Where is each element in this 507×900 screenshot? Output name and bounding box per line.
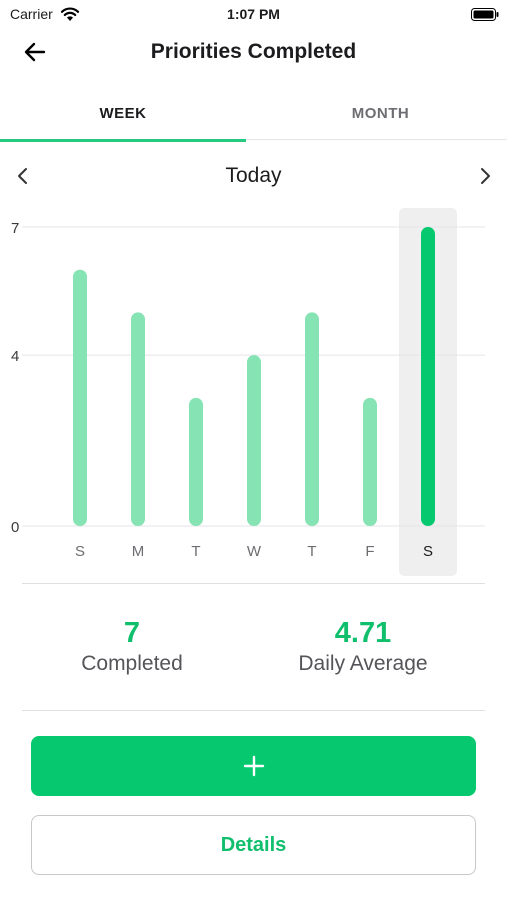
- y-tick-label: 4: [11, 348, 19, 365]
- bar: [73, 269, 87, 526]
- tab-week-label: WEEK: [99, 104, 147, 122]
- tab-month-label: MONTH: [351, 104, 410, 122]
- back-button[interactable]: [18, 38, 52, 68]
- previous-period-button[interactable]: [8, 160, 38, 192]
- bar: [131, 312, 145, 526]
- chevron-left-icon: [18, 168, 27, 184]
- x-tick-label: W: [247, 543, 262, 560]
- completed-value: 7: [123, 617, 141, 649]
- chevron-right-icon: [481, 168, 490, 184]
- bar: [247, 355, 261, 526]
- completed-label: Completed: [81, 652, 183, 675]
- battery-icon: [471, 8, 499, 21]
- period-navigator: Today: [0, 158, 507, 194]
- x-tick-label: S: [75, 543, 85, 560]
- bar: [421, 227, 435, 526]
- stats-divider: [22, 710, 485, 711]
- daily-average-label: Daily Average: [298, 652, 428, 675]
- carrier-label: Carrier: [10, 6, 53, 22]
- period-label: Today: [225, 164, 282, 187]
- x-tick-label: F: [365, 543, 374, 560]
- arrow-left-icon: [24, 42, 46, 61]
- status-time: 1:07 PM: [227, 6, 280, 22]
- x-tick-label: S: [423, 543, 433, 560]
- daily-average-value: 4.71: [334, 617, 392, 649]
- chart-divider: [22, 583, 485, 584]
- tab-selected-indicator: [0, 139, 246, 142]
- x-tick-label: T: [191, 543, 200, 560]
- wifi-icon: [60, 7, 80, 21]
- y-tick-label: 7: [11, 220, 19, 237]
- completed-stat: 7 Completed: [30, 616, 234, 676]
- plus-icon: [243, 755, 264, 777]
- details-button[interactable]: Details: [31, 815, 476, 875]
- status-bar: Carrier 1:07 PM: [0, 0, 507, 28]
- bar: [305, 312, 319, 526]
- daily-average-stat: 4.71 Daily Average: [260, 616, 466, 676]
- nav-bar: Priorities Completed: [0, 30, 507, 76]
- tab-month[interactable]: MONTH: [254, 86, 507, 140]
- bar: [363, 397, 377, 526]
- next-period-button[interactable]: [470, 160, 500, 192]
- priorities-bar-chart: 0 4 7 S M T W T F S: [11, 208, 485, 576]
- bar: [189, 397, 203, 526]
- x-tick-label: M: [132, 543, 145, 560]
- period-tabs: WEEK MONTH: [0, 86, 507, 142]
- y-tick-label: 0: [11, 519, 19, 536]
- tab-week[interactable]: WEEK: [0, 86, 246, 142]
- x-tick-label: T: [307, 543, 316, 560]
- page-title: Priorities Completed: [150, 40, 357, 63]
- add-priority-button[interactable]: [31, 736, 476, 796]
